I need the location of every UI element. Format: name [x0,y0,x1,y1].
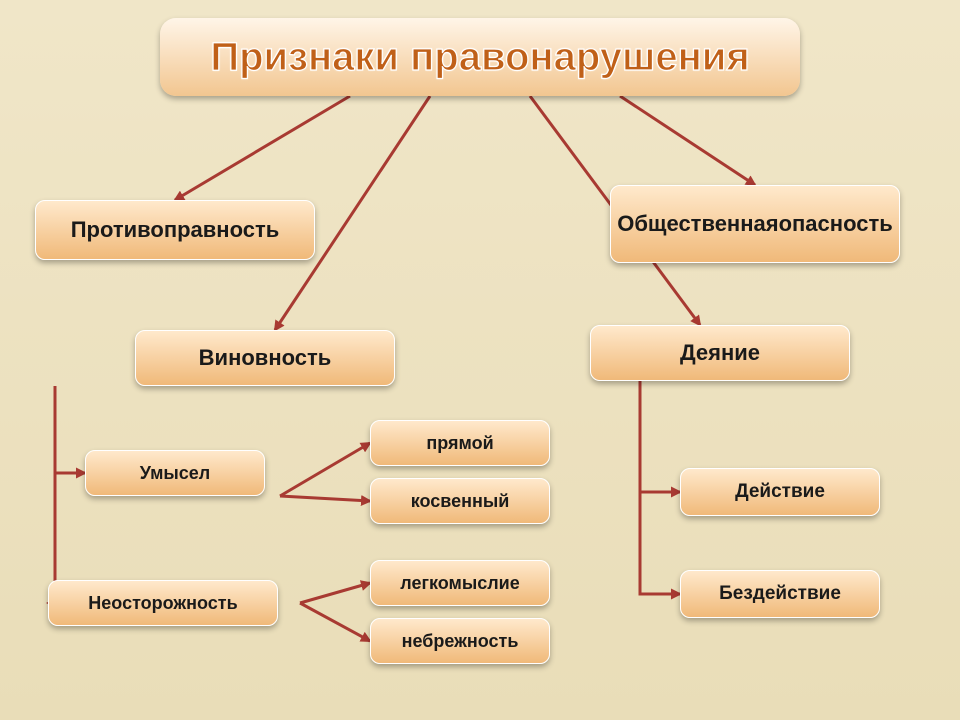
node-label: Виновность [199,345,332,371]
node-deistvie: Действие [680,468,880,516]
node-label: Противоправность [71,217,280,243]
node-label: легкомыслие [400,573,519,594]
node-label: Общественная [617,211,778,237]
node-label: Признаки правонарушения [210,35,749,79]
node-deyanie: Деяние [590,325,850,381]
node-label: косвенный [411,491,510,512]
node-pryamoy: прямой [370,420,550,466]
node-label: Деяние [680,340,760,366]
node-label: Бездействие [719,583,841,605]
node-label: небрежность [402,631,519,652]
node-nebrezh: небрежность [370,618,550,664]
node-label: Неосторожность [88,593,237,614]
node-label: прямой [426,433,493,454]
node-legkom: легкомыслие [370,560,550,606]
node-opasnost: Общественнаяопасность [610,185,900,263]
node-bezdeist: Бездействие [680,570,880,618]
node-neostor: Неосторожность [48,580,278,626]
node-protivo: Противоправность [35,200,315,260]
node-vinovnost: Виновность [135,330,395,386]
node-title: Признаки правонарушения [160,18,800,96]
node-umysel: Умысел [85,450,265,496]
node-label: Умысел [140,463,210,484]
node-label: Действие [735,481,825,503]
node-kosvenny: косвенный [370,478,550,524]
node-label: опасность [779,211,893,237]
